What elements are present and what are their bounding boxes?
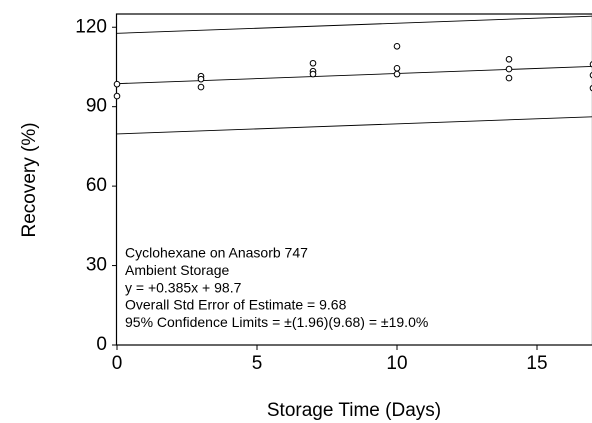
y-tick-label: 30 bbox=[86, 255, 107, 276]
y-tick-label: 0 bbox=[96, 334, 107, 355]
data-point bbox=[113, 80, 121, 88]
x-tick-label: 5 bbox=[252, 353, 263, 374]
data-point bbox=[505, 65, 513, 73]
x-tick-label: 10 bbox=[386, 353, 407, 374]
fit-line bbox=[116, 116, 592, 135]
data-point bbox=[393, 43, 401, 50]
data-point bbox=[113, 92, 121, 100]
data-point bbox=[505, 74, 513, 82]
y-axis-label: Recovery (%) bbox=[19, 122, 40, 237]
data-point bbox=[197, 83, 205, 91]
data-point bbox=[309, 59, 317, 67]
plot-frame bbox=[115, 13, 592, 346]
y-tick-label: 60 bbox=[86, 175, 107, 196]
y-tick-label: 120 bbox=[75, 16, 107, 37]
data-point bbox=[393, 70, 401, 78]
annotation: y = +0.385x + 98.7 bbox=[125, 279, 242, 295]
data-point bbox=[309, 70, 317, 78]
annotation: Cyclohexane on Anasorb 747 bbox=[125, 245, 308, 261]
fit-line bbox=[116, 15, 592, 34]
annotation: Ambient Storage bbox=[125, 262, 229, 278]
annotation: Overall Std Error of Estimate = 9.68 bbox=[125, 297, 347, 313]
x-tick-label: 0 bbox=[112, 353, 123, 374]
data-point bbox=[505, 55, 513, 63]
x-axis-label: Storage Time (Days) bbox=[267, 400, 441, 421]
data-point bbox=[197, 75, 205, 83]
fit-line bbox=[116, 66, 592, 85]
annotation: 95% Confidence Limits = ±(1.96)(9.68) = … bbox=[125, 314, 428, 330]
data-point bbox=[393, 64, 401, 72]
y-tick-label: 90 bbox=[86, 96, 107, 117]
x-tick-label: 15 bbox=[526, 353, 547, 374]
